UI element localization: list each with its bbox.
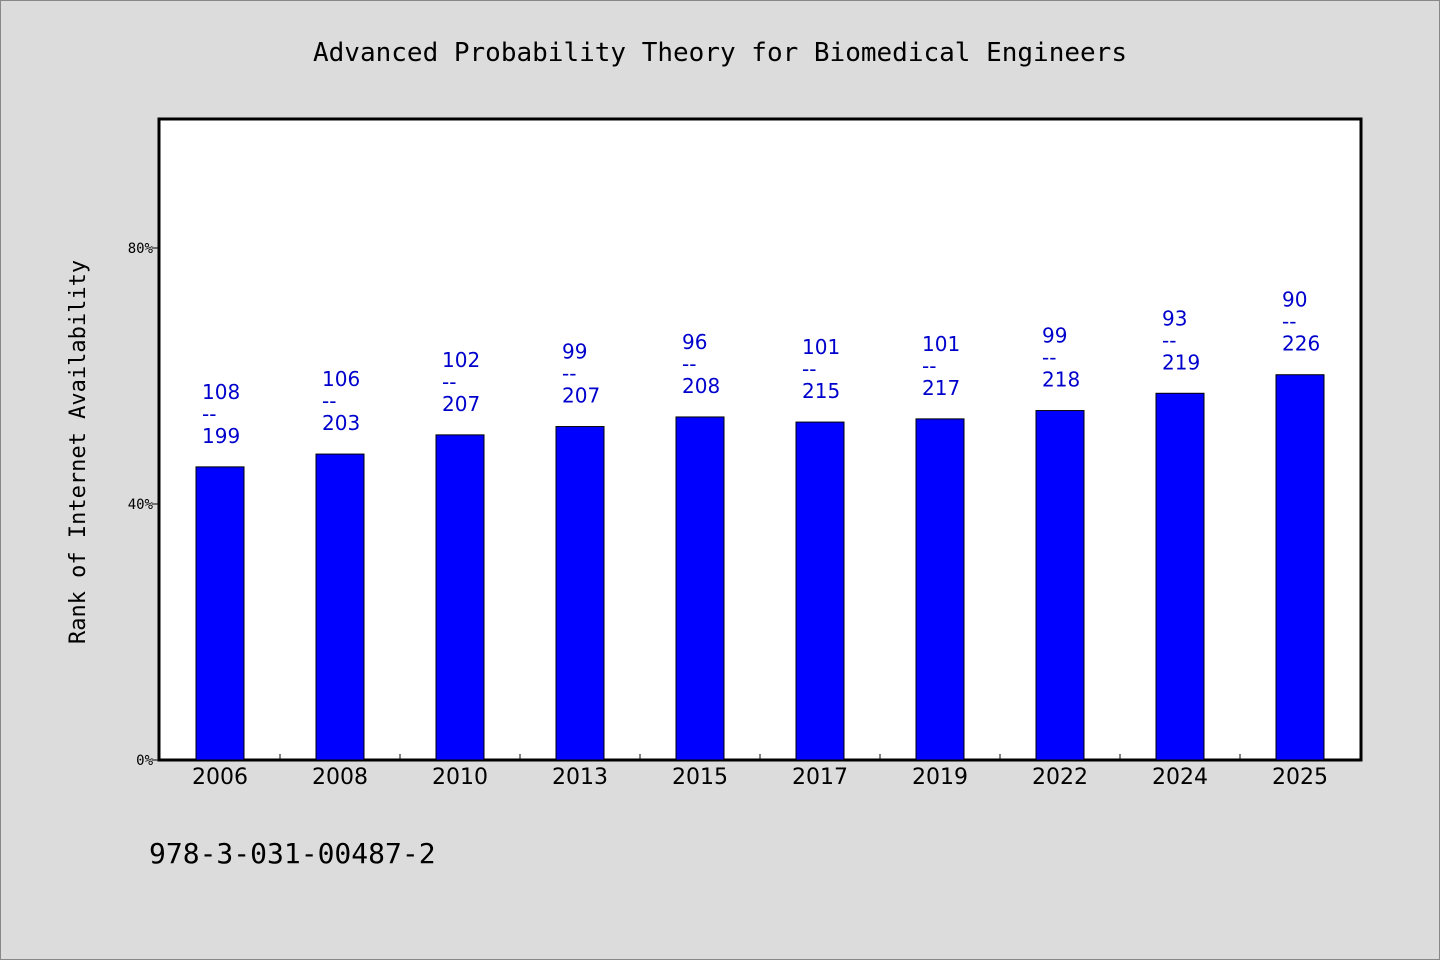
- data-label-separator: --: [1282, 310, 1296, 334]
- data-label-top: 96: [682, 330, 707, 354]
- bar: [435, 434, 485, 761]
- y-axis-label: Rank of Internet Availability: [66, 260, 91, 644]
- data-label-bottom: 218: [1042, 368, 1080, 392]
- bar: [1035, 410, 1085, 761]
- data-label: 108--199: [202, 380, 240, 448]
- x-tick-label: 2015: [672, 765, 728, 790]
- data-label-separator: --: [1042, 346, 1056, 370]
- data-label: 99--207: [562, 340, 600, 408]
- data-label-top: 106: [322, 367, 360, 391]
- y-tick-label: 80%: [128, 241, 154, 257]
- x-tick-label: 2019: [912, 765, 968, 790]
- y-axis: 0% 40% 80%: [128, 241, 160, 769]
- data-label: 96--208: [682, 330, 720, 398]
- chart-title: Advanced Probability Theory for Biomedic…: [313, 38, 1127, 68]
- data-label-top: 90: [1282, 288, 1307, 312]
- data-label: 99--218: [1042, 324, 1080, 392]
- data-label-bottom: 207: [442, 392, 480, 416]
- data-label: 102--207: [442, 348, 480, 416]
- data-label-top: 93: [1162, 306, 1187, 330]
- data-label: 90--226: [1282, 288, 1320, 356]
- data-label-separator: --: [442, 370, 456, 394]
- bar: [1155, 392, 1205, 761]
- isbn-text: 978-3-031-00487-2: [149, 837, 436, 870]
- x-tick-label: 2010: [432, 765, 488, 790]
- bar: [1275, 374, 1325, 761]
- data-label-separator: --: [322, 389, 336, 413]
- y-tick-label: 0%: [136, 753, 153, 769]
- x-tick-label: 2024: [1152, 765, 1208, 790]
- data-label-top: 102: [442, 348, 480, 372]
- data-label-bottom: 215: [802, 379, 840, 403]
- data-label-bottom: 199: [202, 424, 240, 448]
- x-tick-label: 2025: [1272, 765, 1328, 790]
- data-label: 101--217: [922, 332, 960, 400]
- data-label-bottom: 217: [922, 376, 960, 400]
- data-label-bottom: 207: [562, 384, 600, 408]
- data-label: 93--219: [1162, 306, 1200, 374]
- data-label-top: 101: [922, 332, 960, 356]
- data-label-top: 99: [562, 340, 587, 364]
- data-labels-layer: 108--199106--203102--20799--20796--20810…: [202, 288, 1320, 448]
- data-label-separator: --: [1162, 328, 1176, 352]
- bar: [915, 418, 965, 761]
- data-label: 106--203: [322, 367, 360, 435]
- data-label-separator: --: [682, 352, 696, 376]
- bar: [795, 421, 845, 761]
- x-tick-label: 2013: [552, 765, 608, 790]
- data-label-bottom: 226: [1282, 332, 1320, 356]
- x-tick-label: 2006: [192, 765, 248, 790]
- data-label-bottom: 208: [682, 374, 720, 398]
- data-label-top: 108: [202, 380, 240, 404]
- data-label-bottom: 203: [322, 411, 360, 435]
- bar: [195, 466, 245, 761]
- bar: [315, 453, 365, 761]
- x-axis: 2006 2008 2010 2013 2015 2017 2019 2022 2024 2025: [192, 754, 1328, 790]
- data-label-separator: --: [802, 357, 816, 381]
- data-label-bottom: 219: [1162, 350, 1200, 374]
- bar: [675, 416, 725, 761]
- data-label-top: 101: [802, 335, 840, 359]
- data-label-separator: --: [562, 362, 576, 386]
- data-label-separator: --: [202, 402, 216, 426]
- bars-layer: [195, 374, 1325, 761]
- y-tick-label: 40%: [128, 497, 154, 513]
- x-tick-label: 2017: [792, 765, 848, 790]
- x-tick-label: 2008: [312, 765, 368, 790]
- data-label-top: 99: [1042, 324, 1067, 348]
- bar: [555, 426, 605, 761]
- x-tick-label: 2022: [1032, 765, 1088, 790]
- data-label-separator: --: [922, 354, 936, 378]
- data-label: 101--215: [802, 335, 840, 403]
